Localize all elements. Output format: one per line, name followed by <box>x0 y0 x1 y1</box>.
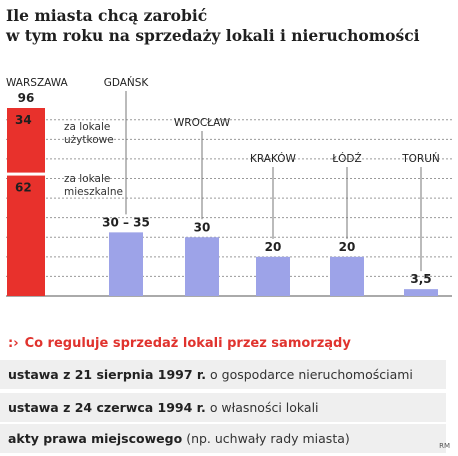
bar <box>330 256 364 296</box>
value-label: 3,5 <box>410 272 431 286</box>
bar <box>109 232 143 296</box>
category-label: KRAKÓW <box>250 152 297 165</box>
segment-annotation: użytkowe <box>64 134 114 146</box>
law-row-3-normal: (np. uchwały rady miasta) <box>186 431 350 446</box>
bar <box>404 289 438 296</box>
law-row-1-normal: o gospodarce nieruchomościami <box>210 367 413 382</box>
bar-segment <box>7 175 45 296</box>
category-label: WROCŁAW <box>174 117 231 129</box>
value-label: 20 <box>265 240 282 254</box>
category-label: TORUŃ <box>401 152 440 165</box>
segment-value-label: 34 <box>15 113 32 127</box>
segment-annotation: za lokale <box>64 121 110 133</box>
credit: RM <box>439 442 450 450</box>
bar-segment <box>7 108 45 173</box>
bar <box>185 237 219 296</box>
segment-value-label: 62 <box>15 181 32 195</box>
segment-annotation: za lokale <box>64 173 110 185</box>
segment-annotation: mieszkalne <box>64 186 123 198</box>
arrow-icon: :› <box>8 336 19 351</box>
title-line-1: Ile miasta chcą zarobić <box>6 6 208 25</box>
bar-chart: WARSZAWA GDAŃSK WROCŁAW KRAKÓW ŁÓDŹ TORUŃ 96 34… <box>6 76 452 297</box>
category-label: WARSZAWA <box>6 77 69 89</box>
bar <box>256 256 290 296</box>
category-label: ŁÓDŹ <box>331 152 361 165</box>
value-label: 30 – 35 <box>102 215 150 229</box>
regulation-heading: :› Co reguluje sprzedaż lokali przez samo… <box>8 336 351 351</box>
value-label: 96 <box>18 91 35 105</box>
law-row-2-normal: o własności lokali <box>209 400 319 415</box>
value-label: 20 <box>339 240 356 254</box>
law-row-1: ustawa z 21 sierpnia 1997 r. o gospodarc… <box>0 360 446 389</box>
regulation-heading-text: Co reguluje sprzedaż lokali przez samorz… <box>24 336 351 351</box>
category-label: GDAŃSK <box>104 76 150 89</box>
title-line-2: w tym roku na sprzedaży lokali i nieruch… <box>6 26 420 45</box>
law-row-3-bold: akty prawa miejscowego <box>8 431 183 446</box>
law-row-1-bold: ustawa z 21 sierpnia 1997 r. <box>8 367 207 382</box>
law-row-3: akty prawa miejscowego (np. uchwały rady… <box>0 424 446 453</box>
value-label: 30 <box>194 220 211 234</box>
law-row-2-bold: ustawa z 24 czerwca 1994 r. <box>8 400 206 415</box>
chart-title: Ile miasta chcą zarobić w tym roku na sp… <box>6 6 452 46</box>
law-row-2: ustawa z 24 czerwca 1994 r. o własności … <box>0 393 446 422</box>
